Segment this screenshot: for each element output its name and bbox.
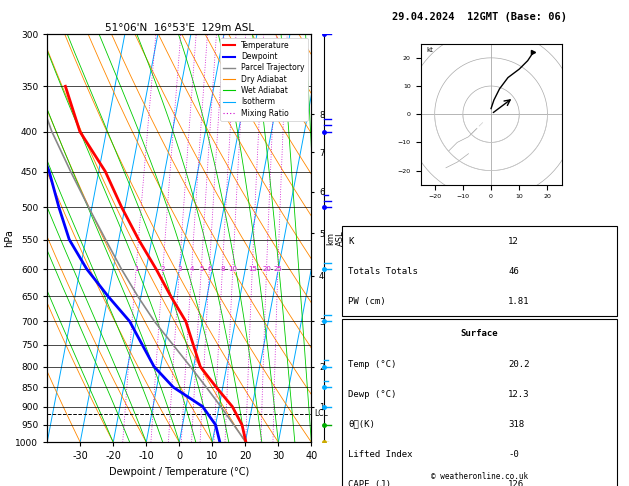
Text: 3: 3 [177,266,182,272]
Text: 1.81: 1.81 [508,297,530,306]
Text: 25: 25 [274,266,282,272]
Y-axis label: km
ASL: km ASL [326,230,345,246]
Text: Temp (°C): Temp (°C) [348,360,396,368]
Text: 29.04.2024  12GMT (Base: 06): 29.04.2024 12GMT (Base: 06) [392,12,567,22]
Text: Totals Totals: Totals Totals [348,267,418,276]
Text: 12.3: 12.3 [508,390,530,399]
Text: 126: 126 [508,480,525,486]
Bar [342,226,617,316]
Text: Dewp (°C): Dewp (°C) [348,390,396,399]
Text: 10: 10 [228,266,237,272]
X-axis label: Dewpoint / Temperature (°C): Dewpoint / Temperature (°C) [109,467,249,477]
Text: 318: 318 [508,420,525,429]
Text: K: K [348,237,353,245]
Text: -0: -0 [508,450,519,459]
Text: LCL: LCL [314,410,328,418]
Text: CAPE (J): CAPE (J) [348,480,391,486]
Bar [342,319,617,486]
Text: © weatheronline.co.uk: © weatheronline.co.uk [431,472,528,481]
Text: 1: 1 [134,266,138,272]
Text: 5: 5 [199,266,203,272]
Text: 4: 4 [189,266,194,272]
Text: PW (cm): PW (cm) [348,297,386,306]
Text: 15: 15 [248,266,257,272]
Text: kt: kt [426,47,433,53]
Text: 2: 2 [160,266,165,272]
Text: Lifted Index: Lifted Index [348,450,413,459]
Title: 51°06'N  16°53'E  129m ASL: 51°06'N 16°53'E 129m ASL [104,23,254,33]
Text: 12: 12 [508,237,519,245]
Text: 8: 8 [220,266,225,272]
Text: 46: 46 [508,267,519,276]
Text: 20.2: 20.2 [508,360,530,368]
Text: θᴇ(K): θᴇ(K) [348,420,375,429]
Text: Surface: Surface [461,330,498,338]
Legend: Temperature, Dewpoint, Parcel Trajectory, Dry Adiabat, Wet Adiabat, Isotherm, Mi: Temperature, Dewpoint, Parcel Trajectory… [220,38,308,121]
Text: 20: 20 [262,266,271,272]
Y-axis label: hPa: hPa [4,229,14,247]
Text: 6: 6 [207,266,211,272]
